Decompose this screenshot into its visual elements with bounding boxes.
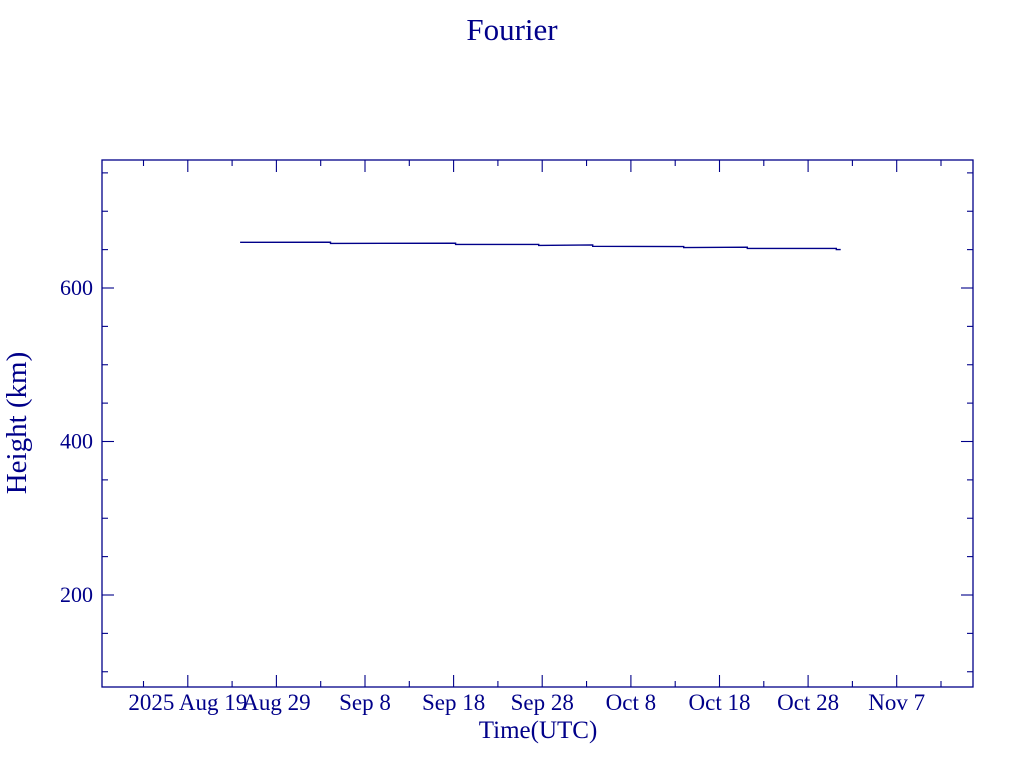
svg-text:Oct 8: Oct 8 [606, 690, 656, 715]
svg-text:Fourier: Fourier [466, 12, 558, 47]
svg-text:Oct 28: Oct 28 [777, 690, 839, 715]
svg-text:2025 Aug 19: 2025 Aug 19 [128, 690, 247, 715]
svg-text:Time(UTC): Time(UTC) [479, 717, 598, 744]
svg-text:Sep 28: Sep 28 [511, 690, 574, 715]
svg-text:Sep 18: Sep 18 [422, 690, 485, 715]
svg-text:200: 200 [60, 582, 93, 607]
svg-text:Aug 29: Aug 29 [242, 690, 310, 715]
svg-text:Nov 7: Nov 7 [868, 690, 925, 715]
svg-text:400: 400 [60, 429, 93, 454]
svg-text:Oct 18: Oct 18 [689, 690, 751, 715]
svg-text:Sep 8: Sep 8 [339, 690, 391, 715]
svg-text:Height (km): Height (km) [1, 352, 33, 495]
svg-text:600: 600 [60, 275, 93, 300]
